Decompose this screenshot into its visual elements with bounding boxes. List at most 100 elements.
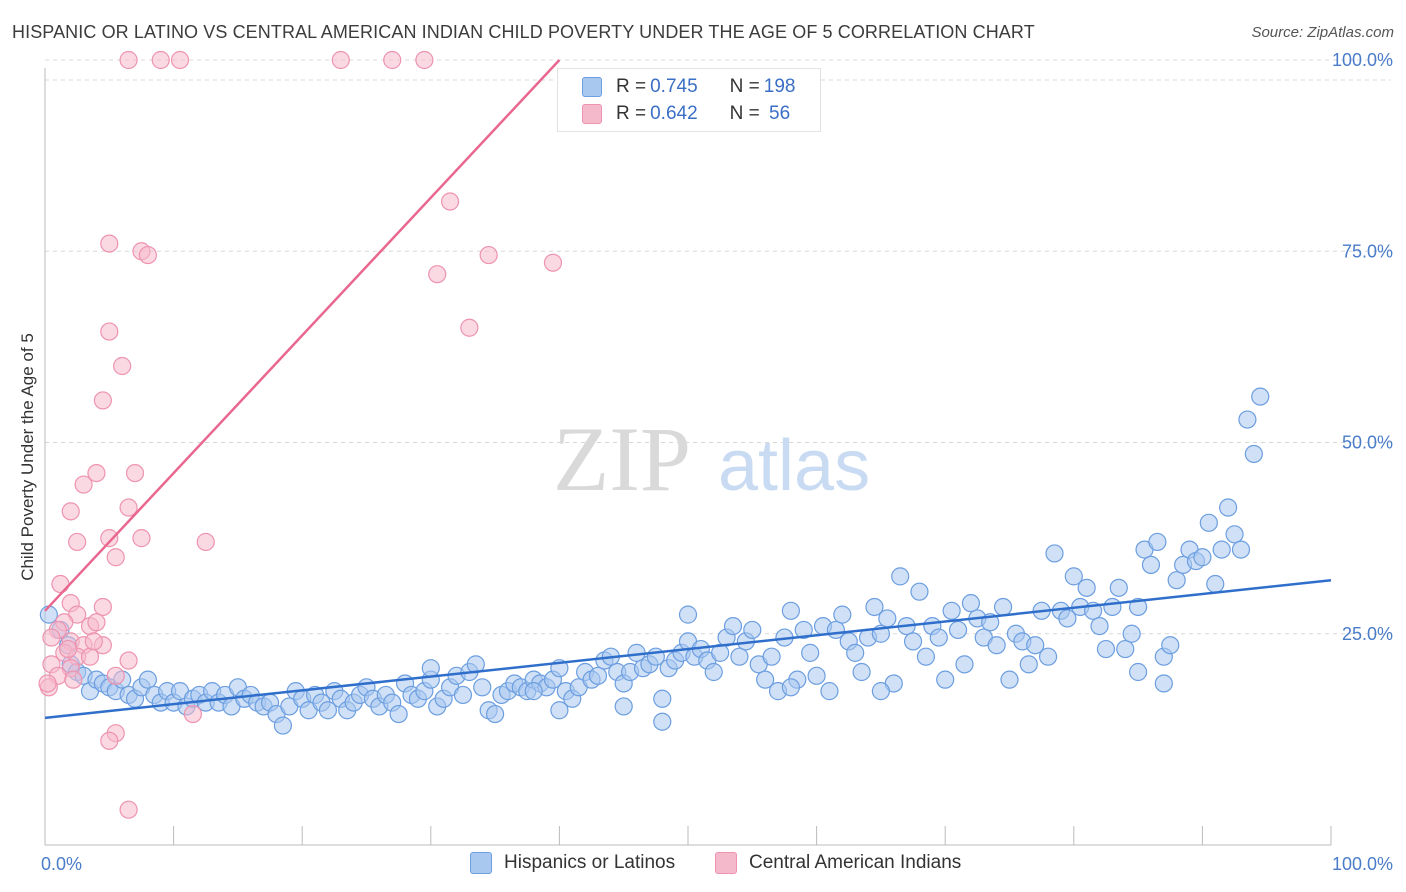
source-label: Source: ZipAtlas.com — [1251, 24, 1394, 41]
point-central-american — [460, 318, 479, 337]
point-hispanic — [820, 682, 839, 701]
watermark: ZIP atlas — [553, 408, 870, 510]
point-central-american — [132, 529, 151, 548]
point-hispanic — [1128, 597, 1148, 617]
point-central-american — [479, 245, 498, 265]
bottom-legend: Hispanics or Latinos Central American In… — [0, 852, 1406, 878]
point-hispanic — [653, 712, 672, 731]
point-hispanic — [1026, 636, 1045, 655]
point-central-american — [331, 50, 350, 70]
point-hispanic — [1238, 410, 1257, 429]
point-central-american — [183, 704, 202, 724]
point-hispanic — [916, 647, 936, 666]
point-central-american — [100, 322, 119, 341]
point-hispanic — [756, 670, 775, 689]
bottom-legend-label: Central American Indians — [749, 852, 962, 873]
point-hispanic — [961, 594, 981, 613]
x-tick-label: 100.0% — [1332, 854, 1393, 874]
point-central-american — [87, 464, 106, 483]
point-hispanic — [678, 605, 698, 624]
point-hispanic — [1090, 616, 1109, 636]
point-hispanic — [473, 678, 492, 697]
point-hispanic — [833, 605, 852, 624]
watermark-atlas: atlas — [718, 426, 870, 506]
point-central-american — [138, 245, 157, 265]
point-hispanic — [723, 616, 743, 636]
y-axis-title: Child Poverty Under the Age of 5 — [18, 333, 37, 581]
point-central-american — [84, 632, 103, 651]
point-hispanic — [524, 682, 543, 701]
point-hispanic — [865, 597, 884, 617]
point-hispanic — [1244, 444, 1263, 464]
point-central-american — [100, 731, 119, 750]
point-central-american — [68, 532, 87, 552]
point-hispanic — [942, 601, 961, 620]
point-hispanic — [1116, 639, 1135, 659]
point-hispanic — [39, 605, 58, 624]
legend-n-label: N = — [729, 103, 760, 124]
point-central-american — [119, 651, 138, 670]
point-hispanic — [1096, 639, 1116, 659]
legend-n-label: N = — [729, 76, 760, 97]
bottom-legend-label: Hispanics or Latinos — [504, 852, 676, 873]
point-hispanic — [1193, 548, 1212, 567]
point-central-american — [119, 50, 138, 70]
point-hispanic — [1122, 624, 1141, 643]
legend-swatch-blue — [582, 77, 602, 97]
trend-line-hispanic — [44, 578, 1332, 720]
point-central-american — [428, 265, 447, 284]
bottom-legend-swatch-blue — [470, 852, 492, 874]
point-hispanic — [1199, 513, 1218, 532]
y-tick-label: 100.0% — [1332, 50, 1393, 70]
point-hispanic — [1206, 574, 1225, 594]
point-central-american — [113, 356, 132, 376]
x-tick-label: 0.0% — [41, 854, 82, 874]
y-tick-label: 50.0% — [1342, 433, 1393, 453]
point-central-american — [151, 50, 170, 70]
point-hispanic — [1212, 540, 1231, 559]
point-hispanic — [273, 716, 293, 735]
legend-swatch-pink — [582, 104, 602, 124]
point-hispanic — [781, 601, 800, 620]
point-hispanic — [1148, 532, 1167, 552]
point-central-american — [383, 50, 402, 70]
trend-lines — [44, 59, 1332, 720]
trend-line-central-american — [44, 59, 561, 612]
point-hispanic — [453, 685, 473, 705]
point-central-american — [100, 529, 119, 548]
point-hispanic — [871, 682, 891, 701]
point-hispanic — [1064, 567, 1083, 586]
point-central-american — [106, 548, 125, 567]
point-central-american — [100, 234, 119, 253]
point-central-american — [93, 391, 112, 410]
point-hispanic — [781, 678, 800, 697]
watermark-zip: ZIP — [553, 408, 691, 510]
point-central-american — [440, 192, 460, 211]
point-hispanic — [1103, 597, 1122, 617]
point-hispanic — [1225, 525, 1244, 544]
point-hispanic — [588, 666, 608, 685]
point-hispanic — [743, 620, 762, 640]
point-hispanic — [846, 643, 865, 662]
point-hispanic — [993, 597, 1013, 617]
legend-r-label: R = — [616, 103, 647, 124]
point-hispanic — [948, 620, 968, 640]
axes — [44, 68, 1332, 846]
point-hispanic — [730, 647, 749, 666]
y-tick-label: 25.0% — [1342, 624, 1393, 644]
point-hispanic — [1045, 544, 1064, 563]
point-hispanic — [987, 636, 1006, 655]
point-hispanic — [318, 701, 338, 720]
point-central-american — [80, 647, 100, 666]
point-hispanic — [1128, 662, 1148, 682]
point-hispanic — [421, 659, 440, 678]
point-central-american — [87, 613, 106, 632]
bottom-legend-swatch-pink — [715, 852, 737, 874]
axis-labels: 25.0% 50.0% 75.0% 100.0% 0.0% 100.0% Child Pov… — [18, 50, 1393, 874]
legend-n-value: 198 — [763, 76, 796, 97]
point-hispanic — [955, 655, 974, 674]
bottom-legend-central-american: Central American Indians — [715, 852, 961, 874]
point-hispanic — [1109, 578, 1128, 597]
point-hispanic — [1154, 674, 1173, 693]
legend-r-value: 0.642 — [650, 103, 698, 124]
